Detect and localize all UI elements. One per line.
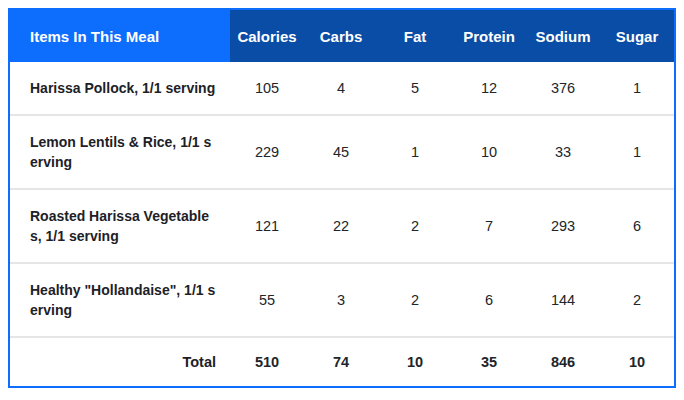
- item-sugar: 1: [600, 62, 674, 115]
- page: Items In This Meal Calories Carbs Fat Pr…: [0, 0, 684, 400]
- total-label: Total: [10, 337, 230, 386]
- header-col-fat: Fat: [378, 10, 452, 62]
- meal-item-row: Lemon Lentils & Rice, 1/1 serving 229 45…: [10, 115, 674, 189]
- item-calories: 121: [230, 189, 304, 263]
- header-items-in-this-meal: Items In This Meal: [10, 10, 230, 62]
- meal-item-row: Healthy "Hollandaise", 1/1 serving 55 3 …: [10, 263, 674, 337]
- total-protein: 35: [452, 337, 526, 386]
- item-sodium: 376: [526, 62, 600, 115]
- item-sodium: 293: [526, 189, 600, 263]
- item-calories: 105: [230, 62, 304, 115]
- item-protein: 6: [452, 263, 526, 337]
- item-carbs: 3: [304, 263, 378, 337]
- item-calories: 55: [230, 263, 304, 337]
- header-row: Items In This Meal Calories Carbs Fat Pr…: [10, 10, 674, 62]
- item-name: Roasted Harissa Vegetables, 1/1 serving: [10, 189, 230, 263]
- item-sugar: 1: [600, 115, 674, 189]
- total-carbs: 74: [304, 337, 378, 386]
- total-row: Total 510 74 10 35 846 10: [10, 337, 674, 386]
- total-calories: 510: [230, 337, 304, 386]
- item-sodium: 33: [526, 115, 600, 189]
- nutrition-table-footer: Total 510 74 10 35 846 10: [10, 337, 674, 386]
- total-fat: 10: [378, 337, 452, 386]
- item-fat: 2: [378, 263, 452, 337]
- header-col-calories: Calories: [230, 10, 304, 62]
- item-carbs: 45: [304, 115, 378, 189]
- item-protein: 12: [452, 62, 526, 115]
- nutrition-table-header: Items In This Meal Calories Carbs Fat Pr…: [10, 10, 674, 62]
- item-fat: 1: [378, 115, 452, 189]
- meal-item-row: Harissa Pollock, 1/1 serving 105 4 5 12 …: [10, 62, 674, 115]
- header-col-carbs: Carbs: [304, 10, 378, 62]
- header-col-sodium: Sodium: [526, 10, 600, 62]
- item-carbs: 4: [304, 62, 378, 115]
- nutrition-table-body: Harissa Pollock, 1/1 serving 105 4 5 12 …: [10, 62, 674, 337]
- item-sodium: 144: [526, 263, 600, 337]
- item-sugar: 2: [600, 263, 674, 337]
- item-name: Harissa Pollock, 1/1 serving: [10, 62, 230, 115]
- header-col-sugar: Sugar: [600, 10, 674, 62]
- item-fat: 5: [378, 62, 452, 115]
- item-protein: 10: [452, 115, 526, 189]
- item-name: Lemon Lentils & Rice, 1/1 serving: [10, 115, 230, 189]
- nutrition-table-container: Items In This Meal Calories Carbs Fat Pr…: [8, 8, 676, 388]
- meal-item-row: Roasted Harissa Vegetables, 1/1 serving …: [10, 189, 674, 263]
- total-sugar: 10: [600, 337, 674, 386]
- item-calories: 229: [230, 115, 304, 189]
- item-protein: 7: [452, 189, 526, 263]
- total-sodium: 846: [526, 337, 600, 386]
- item-name: Healthy "Hollandaise", 1/1 serving: [10, 263, 230, 337]
- item-fat: 2: [378, 189, 452, 263]
- header-col-protein: Protein: [452, 10, 526, 62]
- item-carbs: 22: [304, 189, 378, 263]
- nutrition-table: Items In This Meal Calories Carbs Fat Pr…: [10, 10, 674, 386]
- item-sugar: 6: [600, 189, 674, 263]
